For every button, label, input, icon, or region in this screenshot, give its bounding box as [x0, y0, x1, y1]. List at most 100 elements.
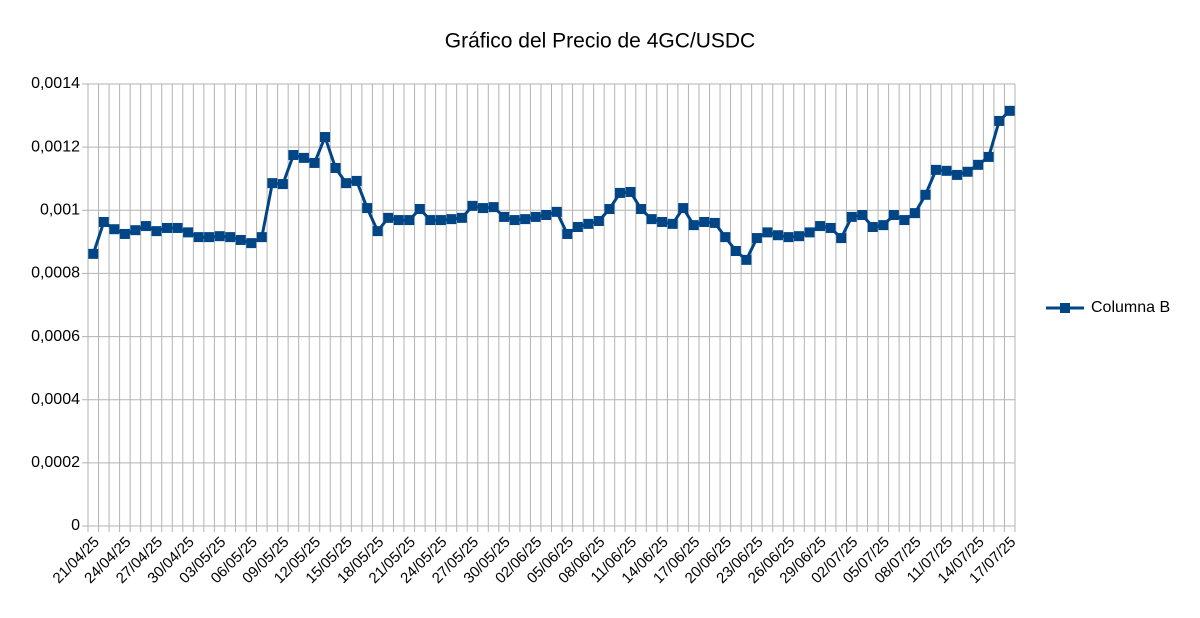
data-point: [225, 232, 236, 243]
data-point: [499, 211, 510, 222]
data-point: [751, 233, 762, 244]
data-point: [678, 203, 689, 214]
data-point: [614, 187, 625, 198]
data-point: [214, 231, 225, 242]
data-point: [414, 204, 425, 215]
data-point: [825, 222, 836, 233]
data-point: [794, 231, 805, 242]
data-point: [298, 152, 309, 163]
legend-label: Columna B: [1091, 299, 1170, 316]
data-point: [383, 212, 394, 223]
data-point: [140, 221, 151, 232]
y-tick-label: 0,0014: [31, 75, 80, 92]
y-tick-label: 0,0006: [31, 328, 80, 345]
data-point: [267, 178, 278, 189]
data-point: [456, 212, 467, 223]
data-point: [183, 227, 194, 238]
y-tick-label: 0: [71, 517, 80, 534]
data-point: [98, 216, 109, 227]
data-point: [256, 232, 267, 243]
data-point: [699, 216, 710, 227]
data-point: [636, 204, 647, 215]
data-point: [541, 210, 552, 221]
data-point: [362, 203, 373, 214]
y-tick-label: 0,0008: [31, 265, 80, 282]
data-point: [646, 214, 657, 225]
series-line: [91, 109, 1011, 262]
data-point: [130, 225, 141, 236]
data-point: [393, 215, 404, 226]
data-point: [888, 210, 899, 221]
data-point: [583, 218, 594, 229]
data-point: [309, 157, 320, 168]
data-point: [667, 218, 678, 229]
data-point: [288, 150, 299, 161]
data-point: [88, 248, 99, 259]
data-point: [720, 232, 731, 243]
data-point: [804, 227, 815, 238]
data-point: [762, 227, 773, 238]
data-point: [688, 220, 699, 231]
data-point: [520, 214, 531, 225]
data-point: [741, 254, 752, 265]
data-point: [372, 226, 383, 237]
data-point: [836, 233, 847, 244]
y-tick-label: 0,0004: [31, 391, 80, 408]
data-point: [930, 164, 941, 175]
data-point: [909, 208, 920, 219]
data-point: [994, 115, 1005, 126]
data-point: [351, 175, 362, 186]
data-point: [625, 186, 636, 197]
data-point: [330, 162, 341, 173]
data-point: [193, 232, 204, 243]
data-point: [657, 216, 668, 227]
data-point: [530, 211, 541, 222]
data-point: [235, 234, 246, 245]
data-point: [962, 166, 973, 177]
y-tick-label: 0,0012: [31, 138, 80, 155]
data-point: [435, 215, 446, 226]
data-point: [867, 222, 878, 233]
data-point: [551, 206, 562, 217]
data-point: [246, 238, 257, 249]
data-point: [983, 151, 994, 162]
data-point: [878, 220, 889, 231]
data-point: [572, 222, 583, 233]
data-point: [772, 230, 783, 241]
legend-marker: [1060, 303, 1070, 313]
data-point: [562, 228, 573, 239]
data-point: [783, 232, 794, 243]
data-point: [730, 246, 741, 257]
data-point: [109, 224, 120, 235]
data-point: [341, 178, 352, 189]
data-point: [277, 179, 288, 190]
data-point: [162, 222, 173, 233]
data-point: [709, 217, 720, 228]
y-tick-label: 0,0002: [31, 454, 80, 471]
data-point: [973, 159, 984, 170]
data-point: [446, 214, 457, 225]
data-point: [404, 215, 415, 226]
data-point: [941, 165, 952, 176]
data-point: [467, 200, 478, 211]
data-point: [320, 132, 331, 143]
data-point: [488, 202, 499, 213]
chart-title: Gráfico del Precio de 4GC/USDC: [445, 30, 755, 53]
data-point: [857, 210, 868, 221]
data-point: [920, 189, 931, 200]
data-point: [899, 215, 910, 226]
data-point: [952, 169, 963, 180]
data-point: [604, 204, 615, 215]
data-point: [172, 222, 183, 233]
data-point: [1004, 105, 1015, 116]
data-point: [593, 216, 604, 227]
data-point: [815, 221, 826, 232]
data-point: [478, 203, 489, 214]
data-point: [119, 228, 130, 239]
data-point: [425, 215, 436, 226]
data-point: [509, 215, 520, 226]
y-tick-label: 0,001: [40, 202, 80, 219]
data-point: [204, 232, 215, 243]
data-point: [151, 226, 162, 237]
